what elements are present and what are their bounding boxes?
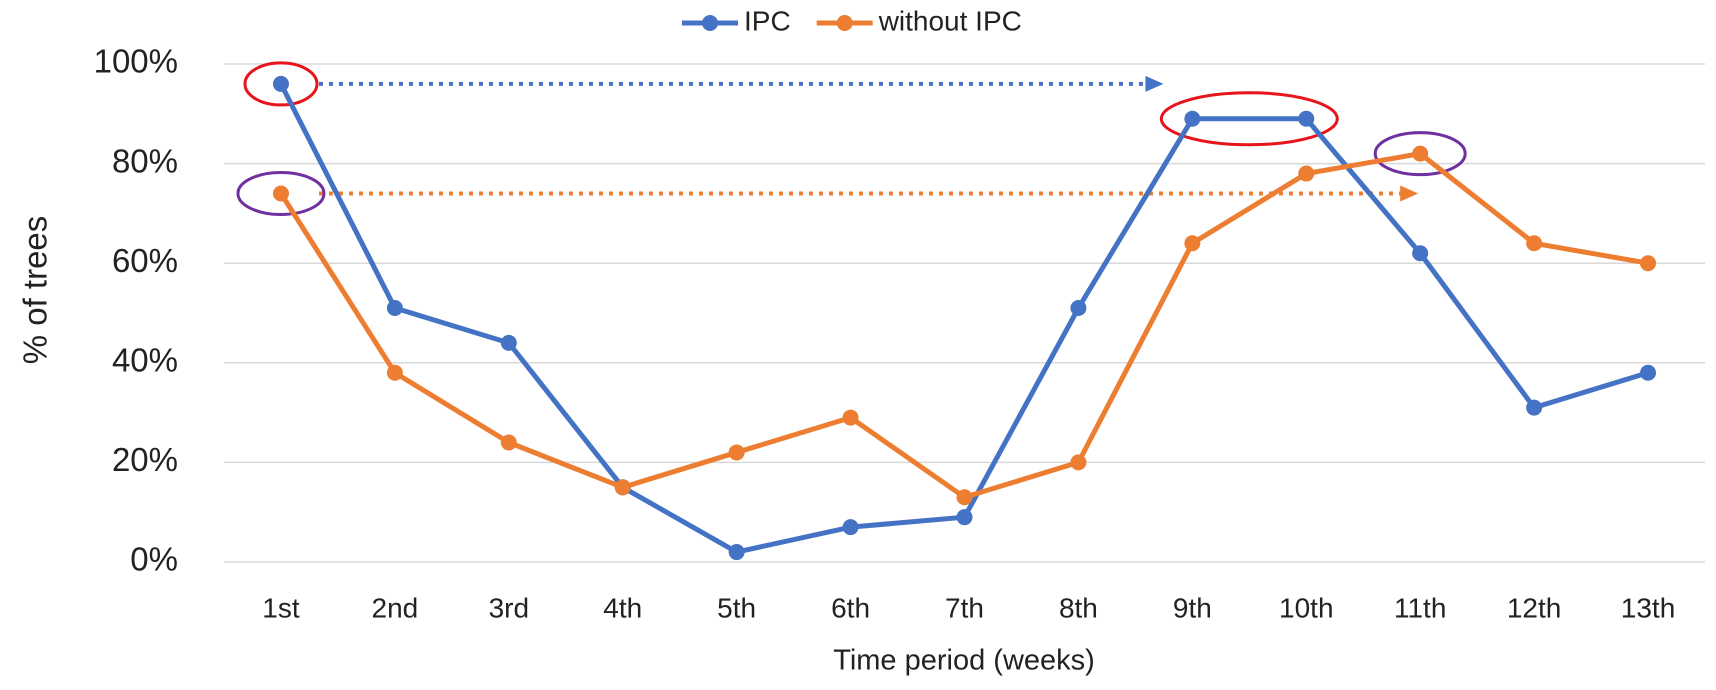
data-point (728, 544, 745, 561)
data-point (1298, 165, 1315, 182)
data-point (386, 364, 403, 381)
data-point (1526, 399, 1543, 416)
x-tick-label: 3rd (489, 592, 529, 623)
annotation-ellipse (1373, 131, 1467, 177)
data-point (272, 185, 289, 202)
arrow-head (1400, 185, 1419, 202)
annotation-ellipse (243, 61, 319, 107)
x-tick-label: 9th (1173, 592, 1212, 623)
x-tick-label: 1st (262, 592, 300, 623)
data-point (728, 444, 745, 461)
y-tick-label: 0% (130, 541, 178, 578)
series-line (278, 151, 1649, 500)
legend-marker (836, 15, 853, 31)
y-tick-label: 100% (94, 43, 178, 80)
data-point (500, 334, 517, 351)
x-tick-label: 7th (945, 592, 984, 623)
data-point (614, 479, 631, 496)
x-tick-label: 13th (1621, 592, 1676, 623)
x-tick-label: 2nd (372, 592, 419, 623)
x-tick-label: 5th (717, 592, 756, 623)
data-point (386, 300, 403, 317)
data-point (1184, 235, 1201, 252)
y-axis-title: % of trees (17, 216, 54, 365)
x-tick-label: 8th (1059, 592, 1098, 623)
data-point (1184, 110, 1201, 127)
data-point (1412, 245, 1429, 262)
data-point (956, 509, 973, 526)
legend-label: without IPC (878, 5, 1022, 36)
x-tick-label: 6th (831, 592, 870, 623)
data-point (1640, 255, 1657, 272)
data-point (842, 409, 859, 426)
x-tick-label: 10th (1279, 592, 1334, 623)
legend-marker (702, 15, 718, 31)
x-tick-label: 4th (603, 592, 642, 623)
data-point (1526, 235, 1543, 252)
data-point (842, 519, 859, 536)
x-axis-title: Time period (weeks) (833, 645, 1095, 677)
data-point (272, 75, 289, 92)
annotation-ellipse (236, 170, 326, 216)
x-tick-label: 12th (1507, 592, 1562, 623)
data-point (500, 434, 517, 451)
y-tick-label: 60% (112, 242, 178, 279)
data-point (1640, 364, 1657, 381)
data-point (1070, 454, 1087, 471)
series-line (278, 82, 1649, 555)
arrow-head (1145, 75, 1164, 92)
legend-label: IPC (744, 5, 791, 36)
data-point (956, 489, 973, 506)
data-point (1412, 145, 1429, 162)
data-point (1298, 110, 1315, 127)
y-tick-label: 40% (112, 342, 178, 379)
y-tick-label: 80% (112, 142, 178, 179)
x-tick-label: 11th (1394, 592, 1446, 623)
data-point (1070, 300, 1087, 317)
annotation-ellipse (1159, 91, 1339, 147)
y-tick-label: 20% (112, 441, 178, 478)
